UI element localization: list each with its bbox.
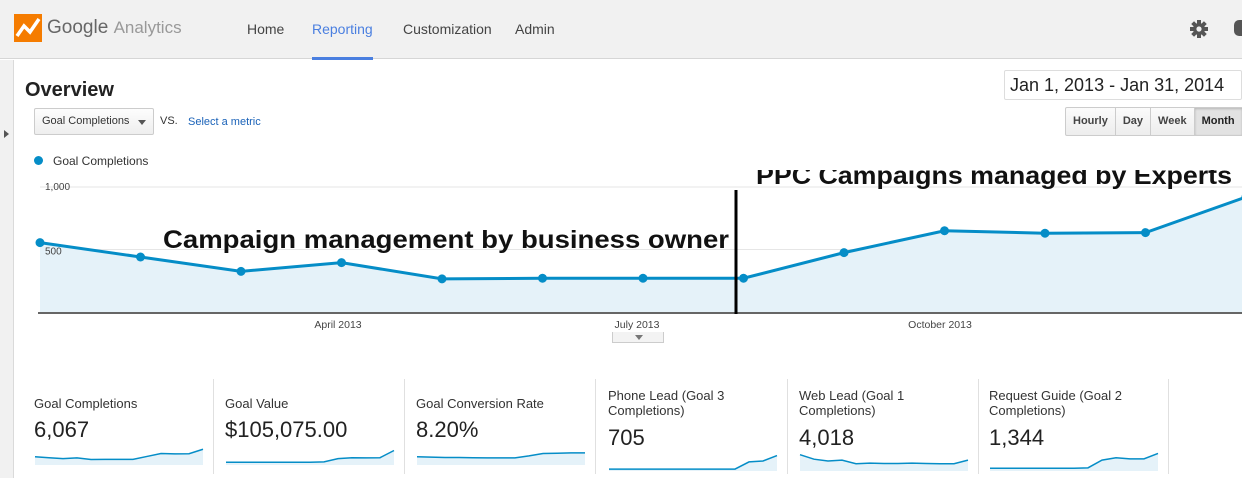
scorecard[interactable]: Phone Lead (Goal 3 Completions) 705 — [598, 379, 788, 474]
sparkline-line — [226, 449, 395, 463]
scorecard-value: 4,018 — [799, 425, 855, 450]
chart-collapse-toggle[interactable] — [612, 332, 664, 343]
metric-selector[interactable]: Goal Completions — [34, 108, 154, 135]
chevron-down-icon — [138, 120, 146, 125]
scorecard-label: Phone Lead (Goal 3 Completions) — [608, 388, 725, 418]
x-tick-label: July 2013 — [615, 319, 660, 330]
scorecard-sparkline — [609, 454, 778, 471]
nav-customization[interactable]: Customization — [403, 21, 492, 37]
annotation-experts: PPC Campaigns managed by Experts — [756, 170, 1232, 190]
scorecard-sparkline — [34, 448, 204, 465]
scorecard[interactable]: Goal Completions 6,067 — [24, 379, 214, 474]
scorecard-value: 705 — [608, 425, 645, 450]
scorecard-label: Goal Completions — [34, 396, 138, 411]
sparkline-line — [799, 453, 969, 465]
scorecard[interactable]: Request Guide (Goal 2 Completions) 1,344 — [979, 379, 1169, 474]
sidebar-toggle[interactable] — [0, 60, 14, 478]
data-point[interactable] — [337, 258, 346, 268]
scorecard-label: Request Guide (Goal 2 Completions) — [989, 388, 1122, 418]
scorecard[interactable]: Goal Value $105,075.00 — [215, 379, 405, 474]
data-point[interactable] — [1040, 228, 1050, 238]
hourly-button[interactable]: Hourly — [1065, 107, 1116, 136]
scorecard-sparkline — [226, 449, 395, 465]
x-tick-label: April 2013 — [314, 319, 361, 330]
data-point[interactable] — [437, 274, 447, 284]
sparkline-fill — [417, 452, 585, 465]
notifications-icon[interactable] — [1234, 20, 1242, 36]
data-point[interactable] — [739, 273, 748, 283]
chart-area-fill — [40, 198, 1242, 312]
scorecard-label: Goal Conversion Rate — [416, 396, 544, 411]
scorecard-value: 1,344 — [989, 425, 1045, 450]
nav-reporting[interactable]: Reporting — [312, 0, 373, 60]
granularity-selector: Hourly Day Week Month — [1065, 107, 1242, 136]
expand-arrow-icon — [4, 130, 9, 138]
scorecard-sparkline — [416, 452, 585, 465]
nav-admin[interactable]: Admin — [515, 21, 555, 37]
scorecard-label: Web Lead (Goal 1 Completions) — [799, 388, 905, 418]
legend-label: Goal Completions — [53, 154, 149, 168]
y-tick-label: 500 — [45, 247, 62, 258]
select-metric-link[interactable]: Select a metric — [188, 116, 261, 128]
collapse-arrow-icon — [635, 335, 643, 340]
data-point[interactable] — [839, 248, 849, 258]
data-point[interactable] — [940, 226, 949, 236]
scorecard-label: Goal Value — [225, 396, 289, 411]
date-range-picker[interactable]: Jan 1, 2013 - Jan 31, 2014 — [1004, 70, 1242, 100]
data-point[interactable] — [538, 273, 547, 283]
scorecard[interactable]: Web Lead (Goal 1 Completions) 4,018 — [789, 379, 979, 474]
data-point[interactable] — [1141, 228, 1150, 238]
legend-dot — [34, 156, 43, 165]
sparkline-fill — [226, 450, 394, 465]
y-tick-label: 1,000 — [45, 182, 70, 193]
week-button[interactable]: Week — [1151, 107, 1195, 136]
brand-google: Google — [47, 17, 109, 38]
vs-label: VS. — [160, 115, 178, 127]
scorecard-value: 8.20% — [416, 417, 479, 442]
month-button[interactable]: Month — [1194, 107, 1242, 136]
brand-name[interactable]: Google Analytics — [47, 17, 182, 39]
sparkline-line — [609, 454, 778, 470]
scorecard[interactable]: Goal Conversion Rate 8.20% — [406, 379, 596, 474]
gear-icon[interactable] — [1189, 19, 1209, 39]
data-point[interactable] — [136, 252, 145, 262]
nav-home[interactable]: Home — [247, 21, 285, 37]
brand-analytics: Analytics — [113, 18, 182, 37]
x-tick-label: October 2013 — [908, 319, 972, 330]
scorecard-sparkline — [990, 452, 1159, 471]
data-point[interactable] — [35, 238, 45, 248]
annotation-owner: Campaign management by business owner — [163, 226, 729, 254]
scorecard-sparkline — [799, 453, 969, 471]
sparkline-line — [416, 452, 585, 459]
sparkline-fill — [800, 454, 968, 471]
top-bar: Google Analytics Home Reporting Customiz… — [0, 0, 1242, 60]
data-point[interactable] — [638, 273, 648, 283]
sparkline-line — [34, 448, 204, 461]
scorecard-value: 6,067 — [34, 417, 90, 442]
day-button[interactable]: Day — [1115, 107, 1152, 136]
page-title: Overview — [25, 79, 114, 101]
metric-selector-value: Goal Completions — [42, 115, 130, 127]
sparkline-fill — [35, 449, 203, 465]
data-point[interactable] — [236, 266, 246, 276]
analytics-logo-icon[interactable] — [14, 14, 42, 42]
sparkline-line — [990, 452, 1159, 469]
scorecard-value: $105,075.00 — [225, 417, 348, 442]
